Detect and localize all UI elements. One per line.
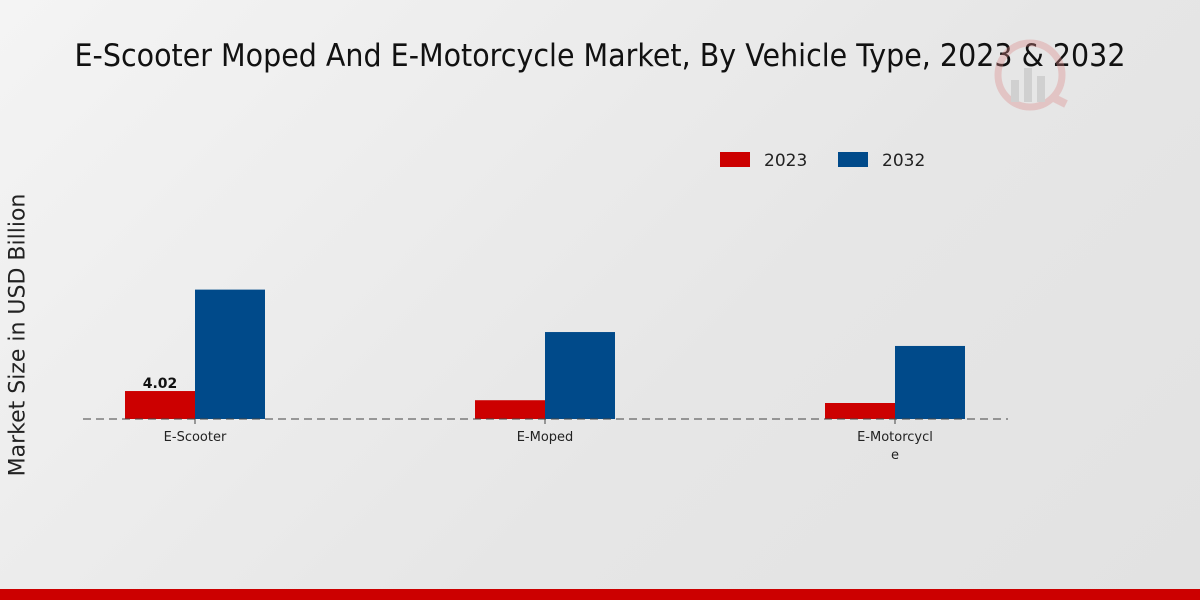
- bar-2023-1: [475, 400, 545, 419]
- x-tick-label: E-Scooter: [164, 430, 227, 445]
- data-label: 4.02: [143, 376, 178, 392]
- bar-2023-0: [125, 391, 195, 419]
- chart-title: E-Scooter Moped And E-Motorcycle Market,…: [74, 38, 1126, 74]
- bar-2032-1: [545, 332, 615, 419]
- bar-2032-0: [195, 289, 265, 419]
- footer-bar: [0, 589, 1200, 600]
- legend-swatch-2023: [720, 152, 750, 167]
- bar-2032-2: [895, 345, 965, 419]
- x-tick-label: E-Moped: [517, 430, 574, 445]
- legend-swatch-2032: [838, 152, 868, 167]
- logo-watermark: [994, 39, 1068, 111]
- legend-label-2023: 2023: [764, 151, 807, 171]
- bar-2023-2: [825, 403, 895, 419]
- x-tick-label: E-Motorcycl e: [857, 430, 933, 463]
- legend-label-2032: 2032: [882, 151, 925, 171]
